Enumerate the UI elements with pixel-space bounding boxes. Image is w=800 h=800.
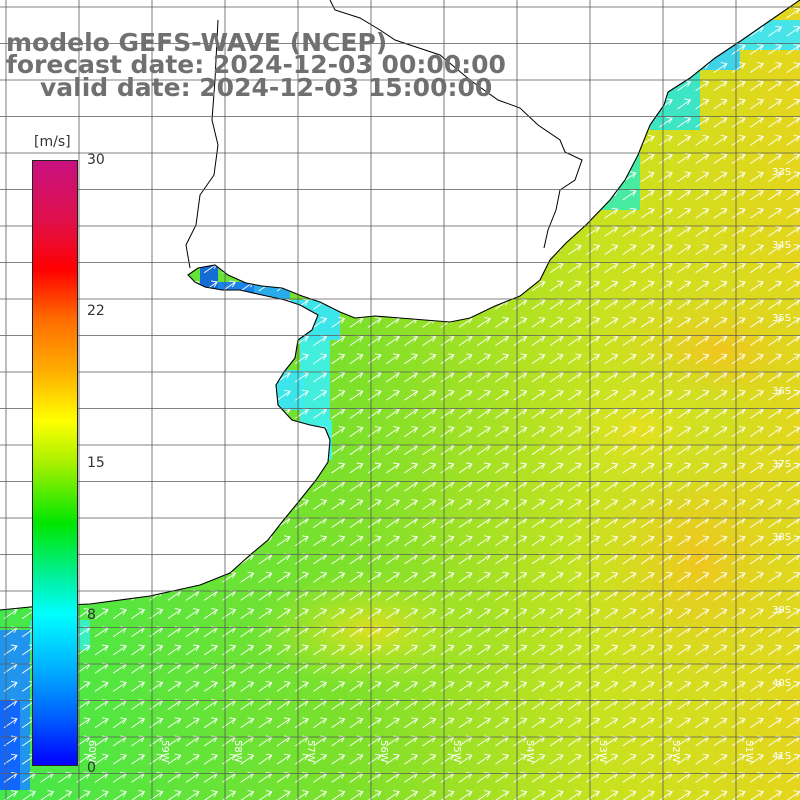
forecast-date: forecast date: 2024-12-03 00:00:00 — [6, 50, 506, 79]
latitude-label: 41S — [772, 751, 792, 762]
longitude-label: 52W — [670, 740, 681, 763]
longitude-label: 57W — [305, 740, 316, 763]
latitude-label: 40S — [772, 678, 792, 689]
colorbar-tick: 15 — [87, 455, 105, 471]
colorbar-tick: 0 — [87, 760, 96, 776]
longitude-label: 60W — [86, 740, 97, 763]
longitude-label: 51W — [743, 740, 754, 763]
longitude-label: 58W — [232, 740, 243, 763]
colorbar — [32, 160, 78, 766]
longitude-label: 56W — [378, 740, 389, 763]
valid-date: valid date: 2024-12-03 15:00:00 — [40, 73, 493, 102]
latitude-label: 34S — [772, 240, 792, 251]
longitude-label: 53W — [597, 740, 608, 763]
latitude-label: 35S — [772, 313, 792, 324]
model-title: modelo GEFS-WAVE (NCEP) — [6, 28, 388, 57]
longitude-label: 59W — [159, 740, 170, 763]
colorbar-unit: [m/s] — [34, 134, 71, 150]
colorbar-tick: 22 — [87, 303, 105, 319]
longitude-label: 54W — [524, 740, 535, 763]
coastline — [0, 0, 800, 611]
longitude-label: 55W — [451, 740, 462, 763]
colorbar-tick: 8 — [87, 607, 96, 623]
latitude-label: 36S — [772, 386, 792, 397]
latitude-label: 33S — [772, 167, 792, 178]
latitude-label: 39S — [772, 605, 792, 616]
latitude-label: 38S — [772, 532, 792, 543]
latitude-label: 37S — [772, 459, 792, 470]
colorbar-tick: 30 — [87, 152, 105, 168]
